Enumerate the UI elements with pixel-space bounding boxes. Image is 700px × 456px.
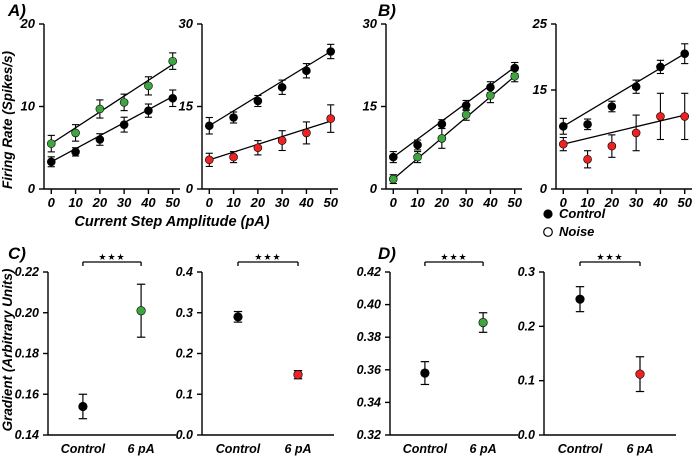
svg-text:15: 15 <box>179 99 194 114</box>
svg-text:30: 30 <box>363 16 378 31</box>
svg-text:40: 40 <box>140 195 156 210</box>
svg-text:10: 10 <box>68 195 83 210</box>
svg-text:0.3: 0.3 <box>518 265 535 279</box>
svg-text:0.20: 0.20 <box>15 306 39 320</box>
svg-text:30: 30 <box>179 16 194 31</box>
svg-text:6 pA: 6 pA <box>284 442 311 456</box>
svg-text:★★★: ★★★ <box>254 252 281 262</box>
svg-text:10: 10 <box>21 99 36 114</box>
svg-text:30: 30 <box>117 195 132 210</box>
svg-text:50: 50 <box>507 195 522 210</box>
svg-text:0: 0 <box>370 181 378 196</box>
svg-text:0.0: 0.0 <box>176 428 193 442</box>
svg-text:0.14: 0.14 <box>15 428 39 442</box>
svg-text:Control: Control <box>403 442 448 456</box>
svg-text:0: 0 <box>48 195 56 210</box>
svg-text:0: 0 <box>186 181 194 196</box>
svg-text:0.42: 0.42 <box>357 265 381 279</box>
svg-text:6 pA: 6 pA <box>626 442 653 456</box>
svg-text:Noise: Noise <box>559 224 594 239</box>
svg-text:0.18: 0.18 <box>15 347 39 361</box>
svg-text:20: 20 <box>92 195 108 210</box>
svg-text:0.2: 0.2 <box>176 347 193 361</box>
svg-text:0.32: 0.32 <box>357 428 381 442</box>
svg-text:15: 15 <box>533 82 548 97</box>
svg-text:30: 30 <box>459 195 474 210</box>
svg-text:20: 20 <box>604 195 620 210</box>
svg-text:★★★: ★★★ <box>596 252 623 262</box>
svg-text:20: 20 <box>434 195 450 210</box>
svg-text:★★★: ★★★ <box>440 252 467 262</box>
svg-text:40: 40 <box>482 195 498 210</box>
svg-text:Current Step Amplitude (pA): Current Step Amplitude (pA) <box>74 214 269 230</box>
svg-text:0.3: 0.3 <box>176 306 193 320</box>
svg-text:0.16: 0.16 <box>15 387 40 401</box>
svg-text:0: 0 <box>390 195 398 210</box>
svg-text:0.0: 0.0 <box>518 428 535 442</box>
svg-text:Control: Control <box>216 442 261 456</box>
svg-text:C): C) <box>8 244 26 263</box>
svg-text:0: 0 <box>206 195 214 210</box>
svg-text:50: 50 <box>677 195 692 210</box>
svg-text:0.36: 0.36 <box>357 363 382 377</box>
svg-text:D): D) <box>378 244 396 263</box>
svg-text:0.22: 0.22 <box>15 265 39 279</box>
svg-text:30: 30 <box>275 195 290 210</box>
svg-text:0.38: 0.38 <box>357 330 381 344</box>
svg-text:0.1: 0.1 <box>176 387 193 401</box>
svg-text:Firing Rate (Spikes/s): Firing Rate (Spikes/s) <box>0 50 15 189</box>
svg-text:★★★: ★★★ <box>98 252 125 262</box>
svg-text:20: 20 <box>250 195 266 210</box>
svg-text:30: 30 <box>629 195 644 210</box>
svg-text:0: 0 <box>28 181 36 196</box>
svg-text:20: 20 <box>20 16 36 31</box>
svg-text:0.2: 0.2 <box>518 319 535 333</box>
svg-text:0.1: 0.1 <box>518 374 535 388</box>
svg-text:6 pA: 6 pA <box>128 442 155 456</box>
svg-text:6 pA: 6 pA <box>470 442 497 456</box>
svg-text:40: 40 <box>298 195 314 210</box>
svg-text:50: 50 <box>165 195 180 210</box>
svg-text:10: 10 <box>410 195 425 210</box>
svg-text:0.4: 0.4 <box>176 265 193 279</box>
svg-text:B): B) <box>378 1 396 20</box>
svg-text:10: 10 <box>226 195 241 210</box>
svg-text:0.40: 0.40 <box>357 298 381 312</box>
svg-text:0: 0 <box>540 181 548 196</box>
svg-text:Control: Control <box>558 442 603 456</box>
svg-text:40: 40 <box>652 195 668 210</box>
svg-text:Control: Control <box>61 442 106 456</box>
svg-text:25: 25 <box>532 16 548 31</box>
svg-text:15: 15 <box>363 99 378 114</box>
svg-text:Gradient (Arbitrary Units): Gradient (Arbitrary Units) <box>0 268 15 431</box>
svg-text:Control: Control <box>559 206 606 221</box>
svg-text:50: 50 <box>323 195 338 210</box>
svg-text:0.34: 0.34 <box>357 395 381 409</box>
